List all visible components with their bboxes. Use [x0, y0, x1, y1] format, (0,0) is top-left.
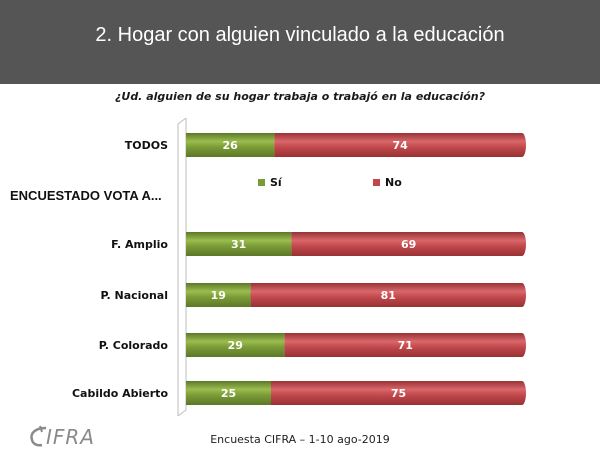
- data-label: 26: [223, 139, 239, 152]
- cifra-logo-text: IFRA: [46, 425, 95, 449]
- bar-segment: [186, 333, 285, 357]
- bar-segment: [291, 232, 526, 256]
- slide-header: 2. Hogar con alguien vinculado a la educ…: [0, 0, 600, 84]
- data-label: 75: [391, 387, 406, 400]
- bar-segment-join: [291, 232, 302, 256]
- category-label: TODOS: [125, 139, 168, 152]
- bar-segment: [186, 381, 271, 405]
- bar-segment-join: [284, 333, 295, 357]
- bar-segment: [186, 133, 275, 157]
- data-label: 19: [211, 289, 226, 302]
- footer-source: Encuesta CIFRA – 1-10 ago-2019: [210, 433, 390, 446]
- data-label: 74: [393, 139, 409, 152]
- bar-segment: [186, 283, 251, 307]
- bar-segment-join: [274, 133, 285, 157]
- legend-swatch: [258, 179, 265, 186]
- category-label: F. Amplio: [111, 238, 168, 251]
- legend-label: No: [385, 176, 402, 189]
- cifra-logo-swoosh-icon: [30, 425, 47, 447]
- data-label: 71: [398, 339, 413, 352]
- survey-question: ¿Ud. alguien de su hogar trabaja o traba…: [115, 90, 485, 103]
- data-label: 29: [228, 339, 243, 352]
- category-label: P. Nacional: [100, 289, 168, 302]
- data-label: 81: [381, 289, 396, 302]
- slide-title: 2. Hogar con alguien vinculado a la educ…: [95, 24, 505, 46]
- category-label: Cabildo Abierto: [72, 387, 168, 400]
- bar-segment: [284, 333, 526, 357]
- bar-segment: [271, 381, 526, 405]
- data-label: 25: [221, 387, 236, 400]
- bar-segment-join: [250, 283, 261, 307]
- bar-segment-join: [271, 381, 281, 405]
- cifra-logo: IFRA: [28, 424, 128, 449]
- legend-label: Sí: [270, 176, 283, 189]
- data-label: 69: [401, 238, 416, 251]
- bar-segment: [186, 232, 292, 256]
- legend-swatch: [373, 179, 380, 186]
- bar-segment: [274, 133, 526, 157]
- group-label: ENCUESTADO VOTA A...: [10, 188, 162, 203]
- data-label: 31: [231, 238, 246, 251]
- axis-wall-bottom-line: [177, 409, 187, 417]
- bar-segment: [250, 283, 526, 307]
- axis-wall-top-line: [177, 117, 187, 125]
- category-label: P. Colorado: [99, 339, 169, 352]
